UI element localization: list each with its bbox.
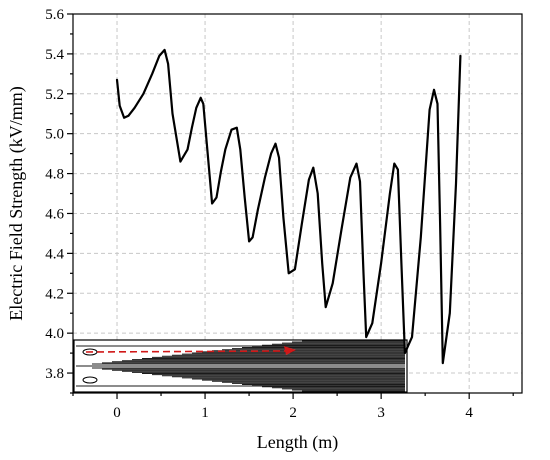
y-tick-label: 5.6 xyxy=(45,7,64,23)
y-tick-label: 4.0 xyxy=(45,326,64,342)
y-tick-label: 5.4 xyxy=(45,47,64,63)
x-axis-title: Length (m) xyxy=(257,432,338,453)
y-tick-label: 4.6 xyxy=(45,206,64,222)
series-line xyxy=(115,48,462,365)
x-tick-label: 2 xyxy=(289,405,297,421)
tick-layer: 0 1 2 3 4 3.8 4.0 4.2 4.4 4.6 4.8 5.0 5.2 5.4 5.6 xyxy=(45,7,514,421)
y-tick-label: 4.4 xyxy=(45,246,64,262)
y-tick-label: 4.8 xyxy=(45,167,64,183)
y-tick-label: 5.2 xyxy=(45,87,64,103)
x-tick-label: 1 xyxy=(201,405,209,421)
inset-cable-diagram xyxy=(73,339,408,393)
y-tick-label: 5.0 xyxy=(45,127,64,143)
x-tick-label: 4 xyxy=(465,405,473,421)
x-tick-label: 3 xyxy=(377,405,385,421)
inset-arrow-head xyxy=(284,346,296,355)
plot-frame xyxy=(72,13,523,394)
y-axis-title: Electric Field Strength (kV/mm) xyxy=(6,86,27,320)
x-tick-label: 0 xyxy=(113,405,121,421)
inset-path-arrow xyxy=(85,350,290,353)
y-tick-label: 4.2 xyxy=(45,286,64,302)
y-tick-label: 3.8 xyxy=(45,366,64,382)
inset-electrode-bottom xyxy=(82,376,98,384)
series-layer xyxy=(115,48,462,365)
